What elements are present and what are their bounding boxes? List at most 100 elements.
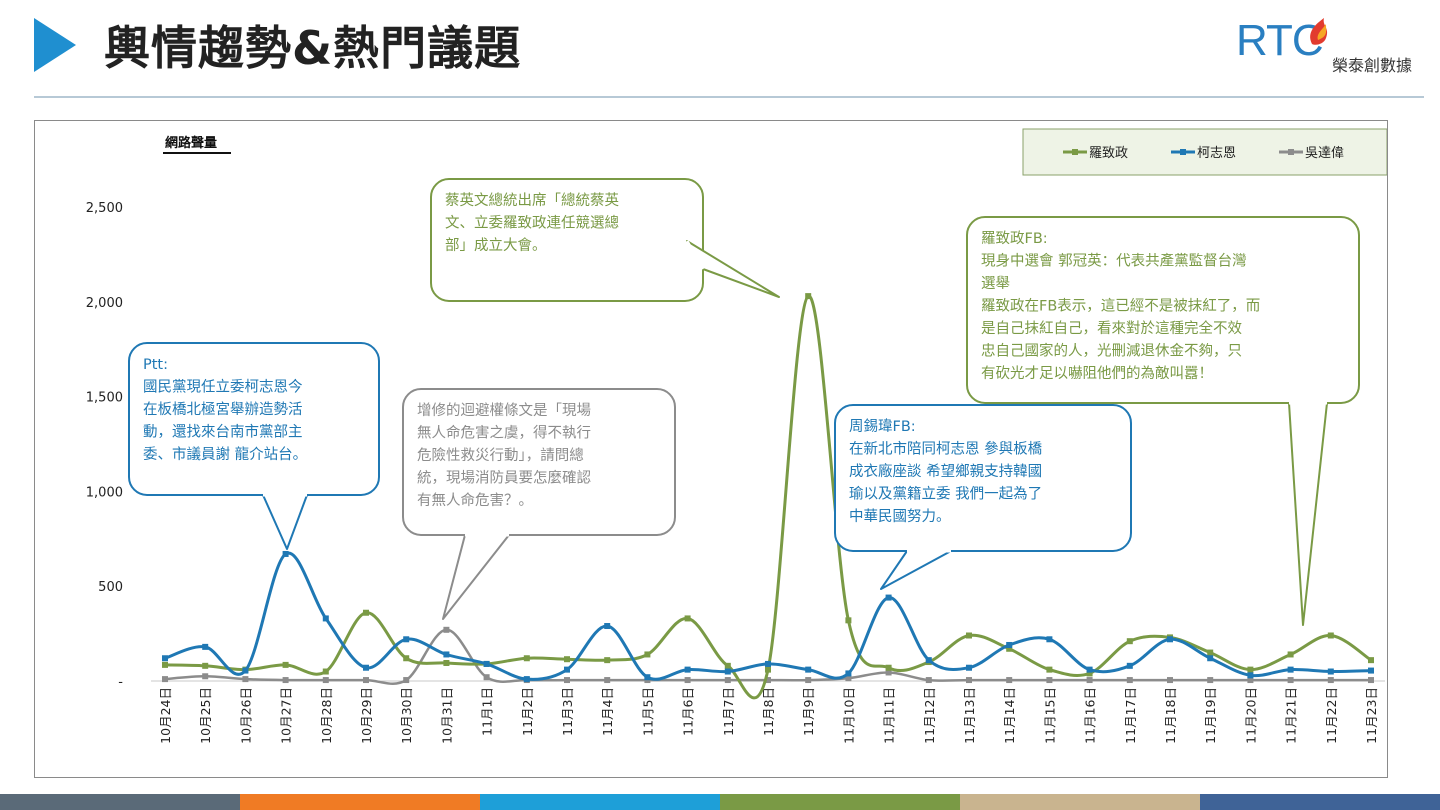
- data-point: [443, 659, 450, 666]
- callout-box: [430, 178, 704, 302]
- data-point: [644, 651, 651, 658]
- x-tick-label: 11月3日: [560, 687, 575, 736]
- data-point: [1006, 641, 1013, 648]
- x-tick-label: 11月8日: [761, 687, 776, 736]
- callout-text-line: 在新北市陪同柯志恩 參與板橋: [849, 440, 1043, 458]
- callout-text-line: 是自己抹紅自己，看來對於這種完全不效: [981, 319, 1242, 337]
- x-tick-label: 10月31日: [439, 687, 454, 744]
- bottom-bar-segment: [720, 794, 960, 810]
- data-point: [1207, 677, 1214, 684]
- x-tick-label: 11月22日: [1324, 687, 1339, 744]
- data-point: [1368, 677, 1374, 684]
- data-point: [202, 673, 209, 680]
- logo-text: RTC: [1236, 16, 1324, 65]
- data-point: [724, 677, 731, 684]
- callout-text-line: 羅致政在FB表示，這已經不是被抹紅了，而: [981, 298, 1260, 315]
- line-chart: 網路聲量 - 500 1,000 1,500 2,000 2,500 10月24日 10月25日…: [86, 128, 1387, 744]
- bottom-bar-segment: [0, 794, 240, 810]
- data-point: [885, 594, 892, 601]
- callout-text-line: 中華民國努力。: [849, 508, 951, 525]
- data-point: [805, 666, 812, 673]
- data-point: [564, 656, 570, 663]
- data-point: [483, 660, 490, 667]
- x-tick-label: 11月16日: [1083, 687, 1098, 744]
- y-tick-label: 500: [98, 580, 123, 595]
- data-point: [1327, 668, 1334, 675]
- callout-text-line: 統，現場消防員要怎麼確認: [417, 470, 591, 487]
- data-point: [1046, 666, 1053, 673]
- data-point: [1327, 677, 1334, 684]
- callout-pointer: [1288, 402, 1328, 626]
- data-point: [322, 668, 329, 675]
- x-tick-label: 10月24日: [158, 687, 173, 744]
- callout-text-line: 現身中選會 郭冠英：代表共產黨監督台灣: [981, 252, 1247, 270]
- data-point: [443, 651, 450, 658]
- data-point: [1167, 677, 1173, 684]
- legend-label: 吳達偉: [1305, 146, 1344, 161]
- bottom-bar-segment: [480, 794, 720, 810]
- callout-text-line: Ptt:: [143, 357, 168, 373]
- data-point: [403, 636, 410, 643]
- data-point: [363, 677, 369, 684]
- callout-text-line: 成衣廠座談 希望鄉親支持韓國: [849, 462, 1042, 480]
- data-point: [885, 669, 892, 676]
- callout-text-line: 在板橋北極宮舉辦造勢活: [143, 400, 303, 418]
- y-tick-label: 2,000: [86, 296, 123, 311]
- data-point: [1046, 677, 1053, 684]
- data-point: [322, 615, 329, 622]
- header-divider: [34, 96, 1424, 98]
- data-point: [845, 675, 852, 682]
- callout-text-line: 文、立委羅致政連任競選總: [445, 214, 619, 232]
- legend-label: 柯志恩: [1197, 146, 1236, 161]
- x-tick-label: 11月5日: [640, 687, 655, 736]
- data-point: [644, 674, 651, 681]
- x-tick-label: 11月4日: [600, 687, 615, 736]
- x-tick-label: 11月15日: [1042, 687, 1057, 744]
- callout-box: [128, 342, 380, 496]
- data-point: [604, 677, 611, 684]
- callout-box: [966, 216, 1360, 404]
- data-point: [765, 677, 771, 684]
- callout-text-line: 委、市議員謝 龍介站台。: [143, 445, 307, 463]
- series-line-0: [164, 294, 1372, 700]
- x-tick-label: 11月14日: [1002, 687, 1017, 744]
- data-point: [1368, 657, 1374, 664]
- callout-box: [834, 404, 1132, 552]
- data-point: [523, 676, 530, 683]
- data-point: [966, 664, 972, 671]
- data-point: [564, 677, 570, 684]
- data-point: [1207, 649, 1214, 656]
- bottom-bar-segment: [240, 794, 480, 810]
- data-point: [564, 666, 570, 673]
- data-point: [805, 677, 812, 684]
- y-tick-label: -: [118, 675, 123, 690]
- company-logo: RTC 榮泰創數據: [1236, 14, 1436, 84]
- callout-text-line: 瑜以及黨籍立委 我們一起為了: [849, 486, 1042, 503]
- callout-pointer: [262, 494, 308, 550]
- data-point: [925, 657, 932, 664]
- data-point: [1247, 672, 1254, 679]
- data-point: [282, 550, 289, 557]
- x-tick-label: 11月12日: [922, 687, 937, 744]
- chart-frame: 網路聲量 - 500 1,000 1,500 2,000 2,500 10月24日 10月25日…: [34, 120, 1388, 778]
- x-tick-label: 11月11日: [882, 687, 897, 744]
- x-tick-label: 11月13日: [962, 687, 977, 744]
- bottom-bar-segment: [960, 794, 1200, 810]
- data-point: [1006, 677, 1013, 684]
- data-point: [724, 668, 731, 675]
- data-point: [162, 676, 168, 683]
- y-tick-label: 2,500: [86, 201, 123, 216]
- x-tick-label: 11月18日: [1163, 687, 1178, 744]
- callout-pointer: [880, 550, 952, 590]
- data-point: [845, 670, 852, 677]
- data-point: [684, 615, 691, 622]
- logo-subtitle: 榮泰創數據: [1332, 56, 1413, 75]
- data-point: [604, 623, 611, 630]
- x-tick-label: 10月29日: [359, 687, 374, 744]
- data-point: [403, 677, 410, 684]
- x-tick-label: 11月17日: [1123, 687, 1138, 744]
- callout-text-line: 危險性救災行動」，請問總: [417, 446, 584, 464]
- x-tick-label: 11月7日: [721, 687, 736, 736]
- bottom-bar-segment: [1200, 794, 1440, 810]
- data-point: [282, 661, 289, 668]
